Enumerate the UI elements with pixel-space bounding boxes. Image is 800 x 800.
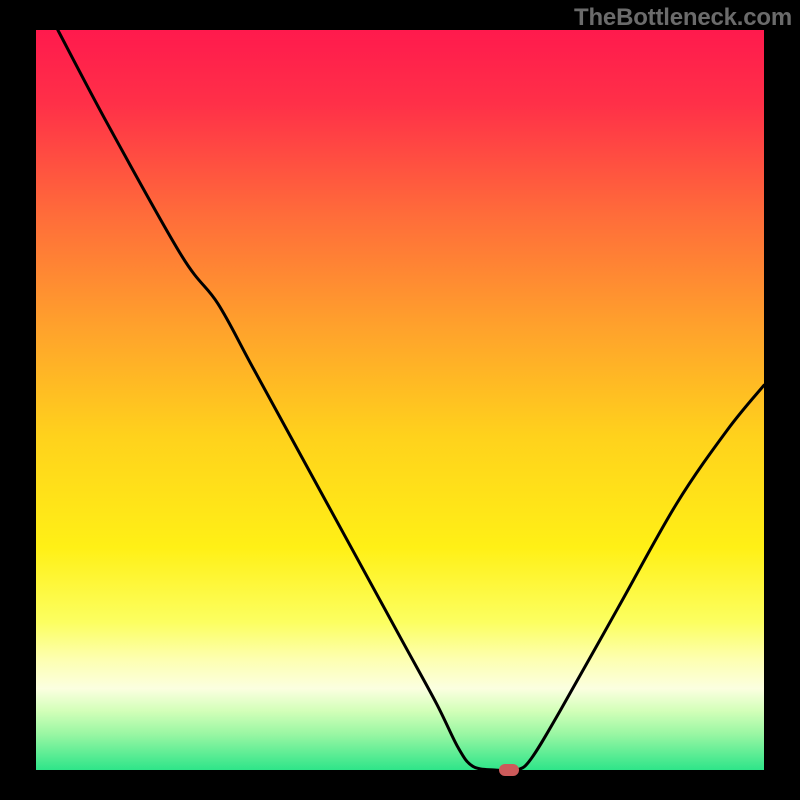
watermark-text: TheBottleneck.com: [574, 4, 792, 32]
plot-area: [36, 30, 764, 770]
bottleneck-chart: TheBottleneck.com: [0, 0, 800, 800]
optimal-point-marker: [499, 764, 519, 776]
bottleneck-curve: [36, 30, 764, 770]
